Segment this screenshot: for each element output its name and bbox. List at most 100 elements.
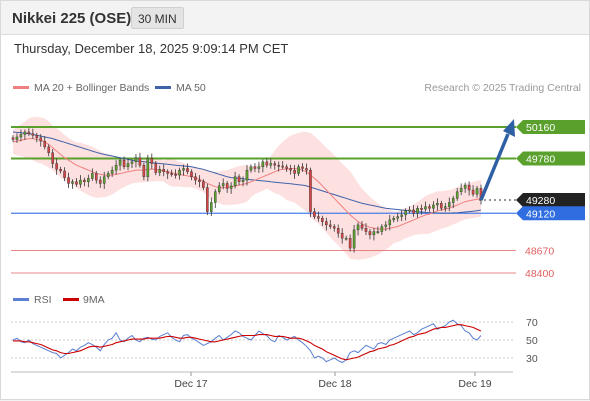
candle-body bbox=[265, 161, 269, 166]
candle-body bbox=[269, 163, 273, 166]
candle-body bbox=[63, 170, 66, 178]
rsi-ma-legend-swatch bbox=[63, 298, 79, 301]
rsi-tick-50: 50 bbox=[526, 335, 538, 347]
candle-body bbox=[352, 229, 356, 249]
rsi-legend-swatch bbox=[13, 298, 29, 301]
forecast-arrow-shaft bbox=[479, 133, 510, 201]
candle-body bbox=[15, 136, 19, 140]
candle-body bbox=[221, 183, 225, 187]
level-label-50160: 50160 bbox=[526, 122, 555, 134]
candle-body bbox=[166, 171, 169, 174]
candle-body bbox=[273, 163, 277, 166]
candle-body bbox=[35, 135, 39, 138]
candle-body bbox=[210, 202, 213, 212]
instrument-title: Nikkei 225 (OSE) bbox=[12, 10, 132, 27]
candle-body bbox=[174, 174, 177, 176]
candle-body bbox=[321, 218, 324, 222]
level-tag-50160 bbox=[516, 120, 585, 134]
candle-body bbox=[87, 178, 90, 182]
time-axis-label: Dec 19 bbox=[458, 378, 491, 390]
candle-body bbox=[372, 231, 376, 236]
level-label-49780: 49780 bbox=[526, 154, 555, 166]
candle-body bbox=[43, 140, 47, 148]
candle-body bbox=[94, 173, 98, 181]
timeframe-button[interactable]: 30 MIN bbox=[131, 7, 184, 29]
bollinger-bands bbox=[13, 116, 481, 260]
rsi-tick-30: 30 bbox=[526, 353, 538, 365]
candle-body bbox=[130, 161, 134, 164]
candle-body bbox=[106, 173, 110, 177]
rsi-panel: 70 50 30 bbox=[11, 317, 538, 365]
candle-body bbox=[332, 226, 336, 229]
candle-body bbox=[122, 159, 126, 168]
rsi-tick-70: 70 bbox=[526, 317, 538, 329]
candle-body bbox=[134, 157, 138, 163]
candle-body bbox=[463, 184, 467, 189]
candle-body bbox=[118, 159, 122, 166]
candle-body bbox=[467, 184, 471, 191]
candle-body bbox=[404, 210, 407, 216]
ma20-legend-swatch bbox=[13, 86, 29, 89]
candle-body bbox=[313, 211, 316, 217]
candle-body bbox=[340, 232, 344, 239]
candle-body bbox=[182, 168, 185, 171]
level-tag-49280 bbox=[516, 193, 585, 207]
candle-body bbox=[253, 166, 257, 169]
candle-body bbox=[293, 169, 296, 174]
candle-body bbox=[348, 237, 352, 249]
forecast-arrow bbox=[479, 119, 515, 201]
candle-body bbox=[297, 166, 300, 174]
candle-body bbox=[317, 216, 320, 219]
candle-body bbox=[11, 137, 15, 140]
level-label-48670: 48670 bbox=[525, 246, 554, 258]
ma20-legend-label: MA 20 + Bollinger Bands bbox=[34, 82, 149, 94]
candle-body bbox=[114, 164, 118, 171]
candle-body bbox=[376, 231, 380, 233]
candle-body bbox=[459, 188, 463, 192]
candle-body bbox=[424, 206, 427, 210]
candle-body bbox=[328, 224, 332, 227]
candle-body bbox=[162, 169, 166, 172]
time-axis: Dec 17 Dec 18 Dec 19 bbox=[174, 372, 492, 390]
candle-body bbox=[98, 179, 102, 184]
candle-body bbox=[59, 169, 62, 172]
candle-body bbox=[455, 191, 459, 199]
candle-body bbox=[233, 176, 237, 187]
candlesticks bbox=[11, 128, 483, 253]
candle-body bbox=[416, 208, 419, 214]
candle-body bbox=[249, 166, 253, 171]
candle-body bbox=[384, 224, 388, 227]
candle-body bbox=[27, 131, 31, 134]
candle-body bbox=[229, 185, 233, 189]
level-tag-49120 bbox=[516, 206, 585, 221]
candle-body bbox=[444, 206, 447, 209]
candle-body bbox=[71, 181, 74, 184]
forecast-arrow-head bbox=[503, 119, 515, 137]
time-axis-label: Dec 17 bbox=[174, 378, 207, 390]
candle-body bbox=[440, 203, 443, 209]
candle-body bbox=[206, 187, 209, 212]
candle-body bbox=[138, 157, 142, 166]
ma50-legend-swatch bbox=[155, 86, 171, 89]
candle-body bbox=[241, 179, 245, 182]
candle-body bbox=[245, 169, 249, 181]
candle-body bbox=[225, 183, 229, 189]
candle-body bbox=[55, 163, 58, 170]
bollinger-band-area bbox=[13, 116, 481, 260]
ma50-legend-label: MA 50 bbox=[176, 82, 206, 94]
candle-body bbox=[428, 206, 431, 209]
rsi-ma-line bbox=[13, 324, 482, 361]
candle-body bbox=[400, 214, 403, 217]
candle-body bbox=[285, 166, 288, 169]
candle-body bbox=[364, 228, 368, 232]
candle-body bbox=[432, 204, 435, 209]
candle-body bbox=[412, 209, 415, 214]
rsi-legend-label: RSI bbox=[34, 294, 52, 306]
candle-body bbox=[408, 209, 411, 212]
candle-body bbox=[447, 202, 451, 207]
candle-body bbox=[83, 179, 86, 182]
candle-body bbox=[146, 158, 150, 177]
